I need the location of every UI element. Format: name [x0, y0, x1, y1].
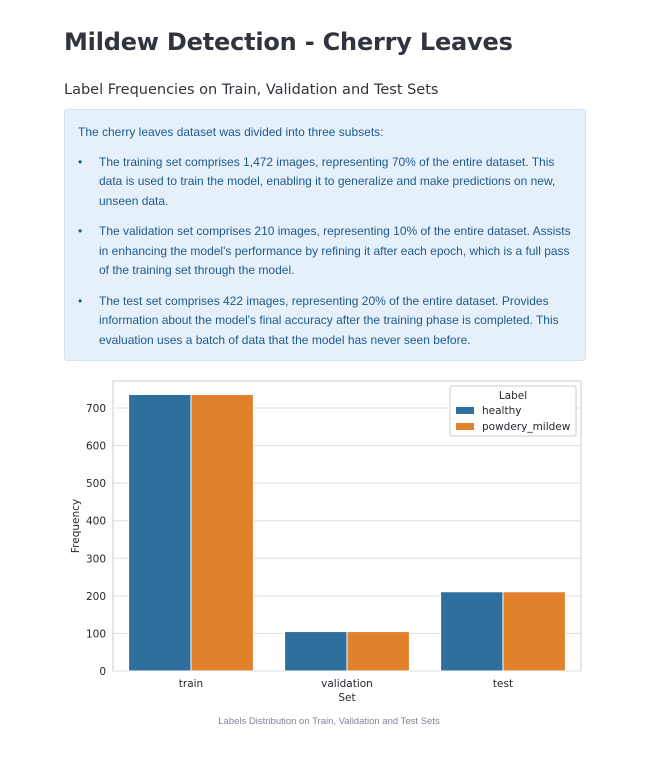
list-item: • The validation set comprises 210 image…: [78, 222, 571, 281]
legend-swatch-powdery_mildew: [456, 423, 474, 430]
y-tick-label: 700: [86, 403, 106, 415]
y-tick-label: 0: [99, 666, 106, 678]
legend-swatch-healthy: [456, 407, 474, 414]
legend-label-powdery_mildew: powdery_mildew: [482, 421, 571, 433]
training-set-description: The training set comprises 1,472 images,…: [99, 154, 556, 208]
y-tick-label: 200: [86, 591, 106, 603]
info-bullet-list: • The training set comprises 1,472 image…: [78, 153, 571, 351]
y-axis-label: Frequency: [70, 499, 82, 553]
chart-svg: 0 100 200 300 400 500 600 700 train validation tes…: [70, 380, 582, 704]
list-item: • The training set comprises 1,472 image…: [78, 153, 571, 212]
bar-powdery_mildew-validation: [346, 631, 410, 672]
bullet-icon: •: [78, 154, 83, 169]
test-set-description: The test set comprises 422 images, repre…: [99, 293, 559, 347]
legend-label-healthy: healthy: [482, 405, 521, 417]
validation-set-description: The validation set comprises 210 images,…: [99, 224, 571, 277]
label-frequency-chart: 0 100 200 300 400 500 600 700 train validation tes…: [64, 372, 594, 712]
section-subheader: Label Frequencies on Train, Validation a…: [64, 82, 439, 98]
bullet-icon: •: [78, 224, 83, 238]
bar-powdery_mildew-test: [502, 591, 566, 672]
x-tick-label: test: [493, 678, 513, 690]
bar-healthy-validation: [284, 631, 348, 672]
info-intro-text: The cherry leaves dataset was divided in…: [78, 125, 384, 139]
x-axis-label: Set: [338, 692, 355, 704]
bar-healthy-train: [128, 394, 192, 672]
bar-healthy-test: [440, 591, 504, 672]
x-tick-label: validation: [321, 678, 373, 690]
y-tick-label: 400: [86, 516, 106, 528]
legend-box: [449, 385, 577, 437]
page-title: Mildew Detection - Cherry Leaves: [64, 28, 513, 56]
bullet-icon: •: [78, 293, 83, 308]
info-box: The cherry leaves dataset was divided in…: [64, 109, 586, 361]
list-item: • The test set comprises 422 images, rep…: [78, 292, 571, 351]
y-tick-label: 600: [86, 441, 106, 453]
chart-caption: Labels Distribution on Train, Validation…: [218, 716, 440, 727]
x-tick-label: train: [179, 678, 203, 690]
bar-powdery_mildew-train: [190, 394, 254, 672]
y-tick-label: 300: [86, 553, 106, 565]
y-tick-label: 500: [86, 478, 106, 490]
legend-title: Label: [499, 390, 527, 402]
y-tick-label: 100: [86, 628, 106, 640]
